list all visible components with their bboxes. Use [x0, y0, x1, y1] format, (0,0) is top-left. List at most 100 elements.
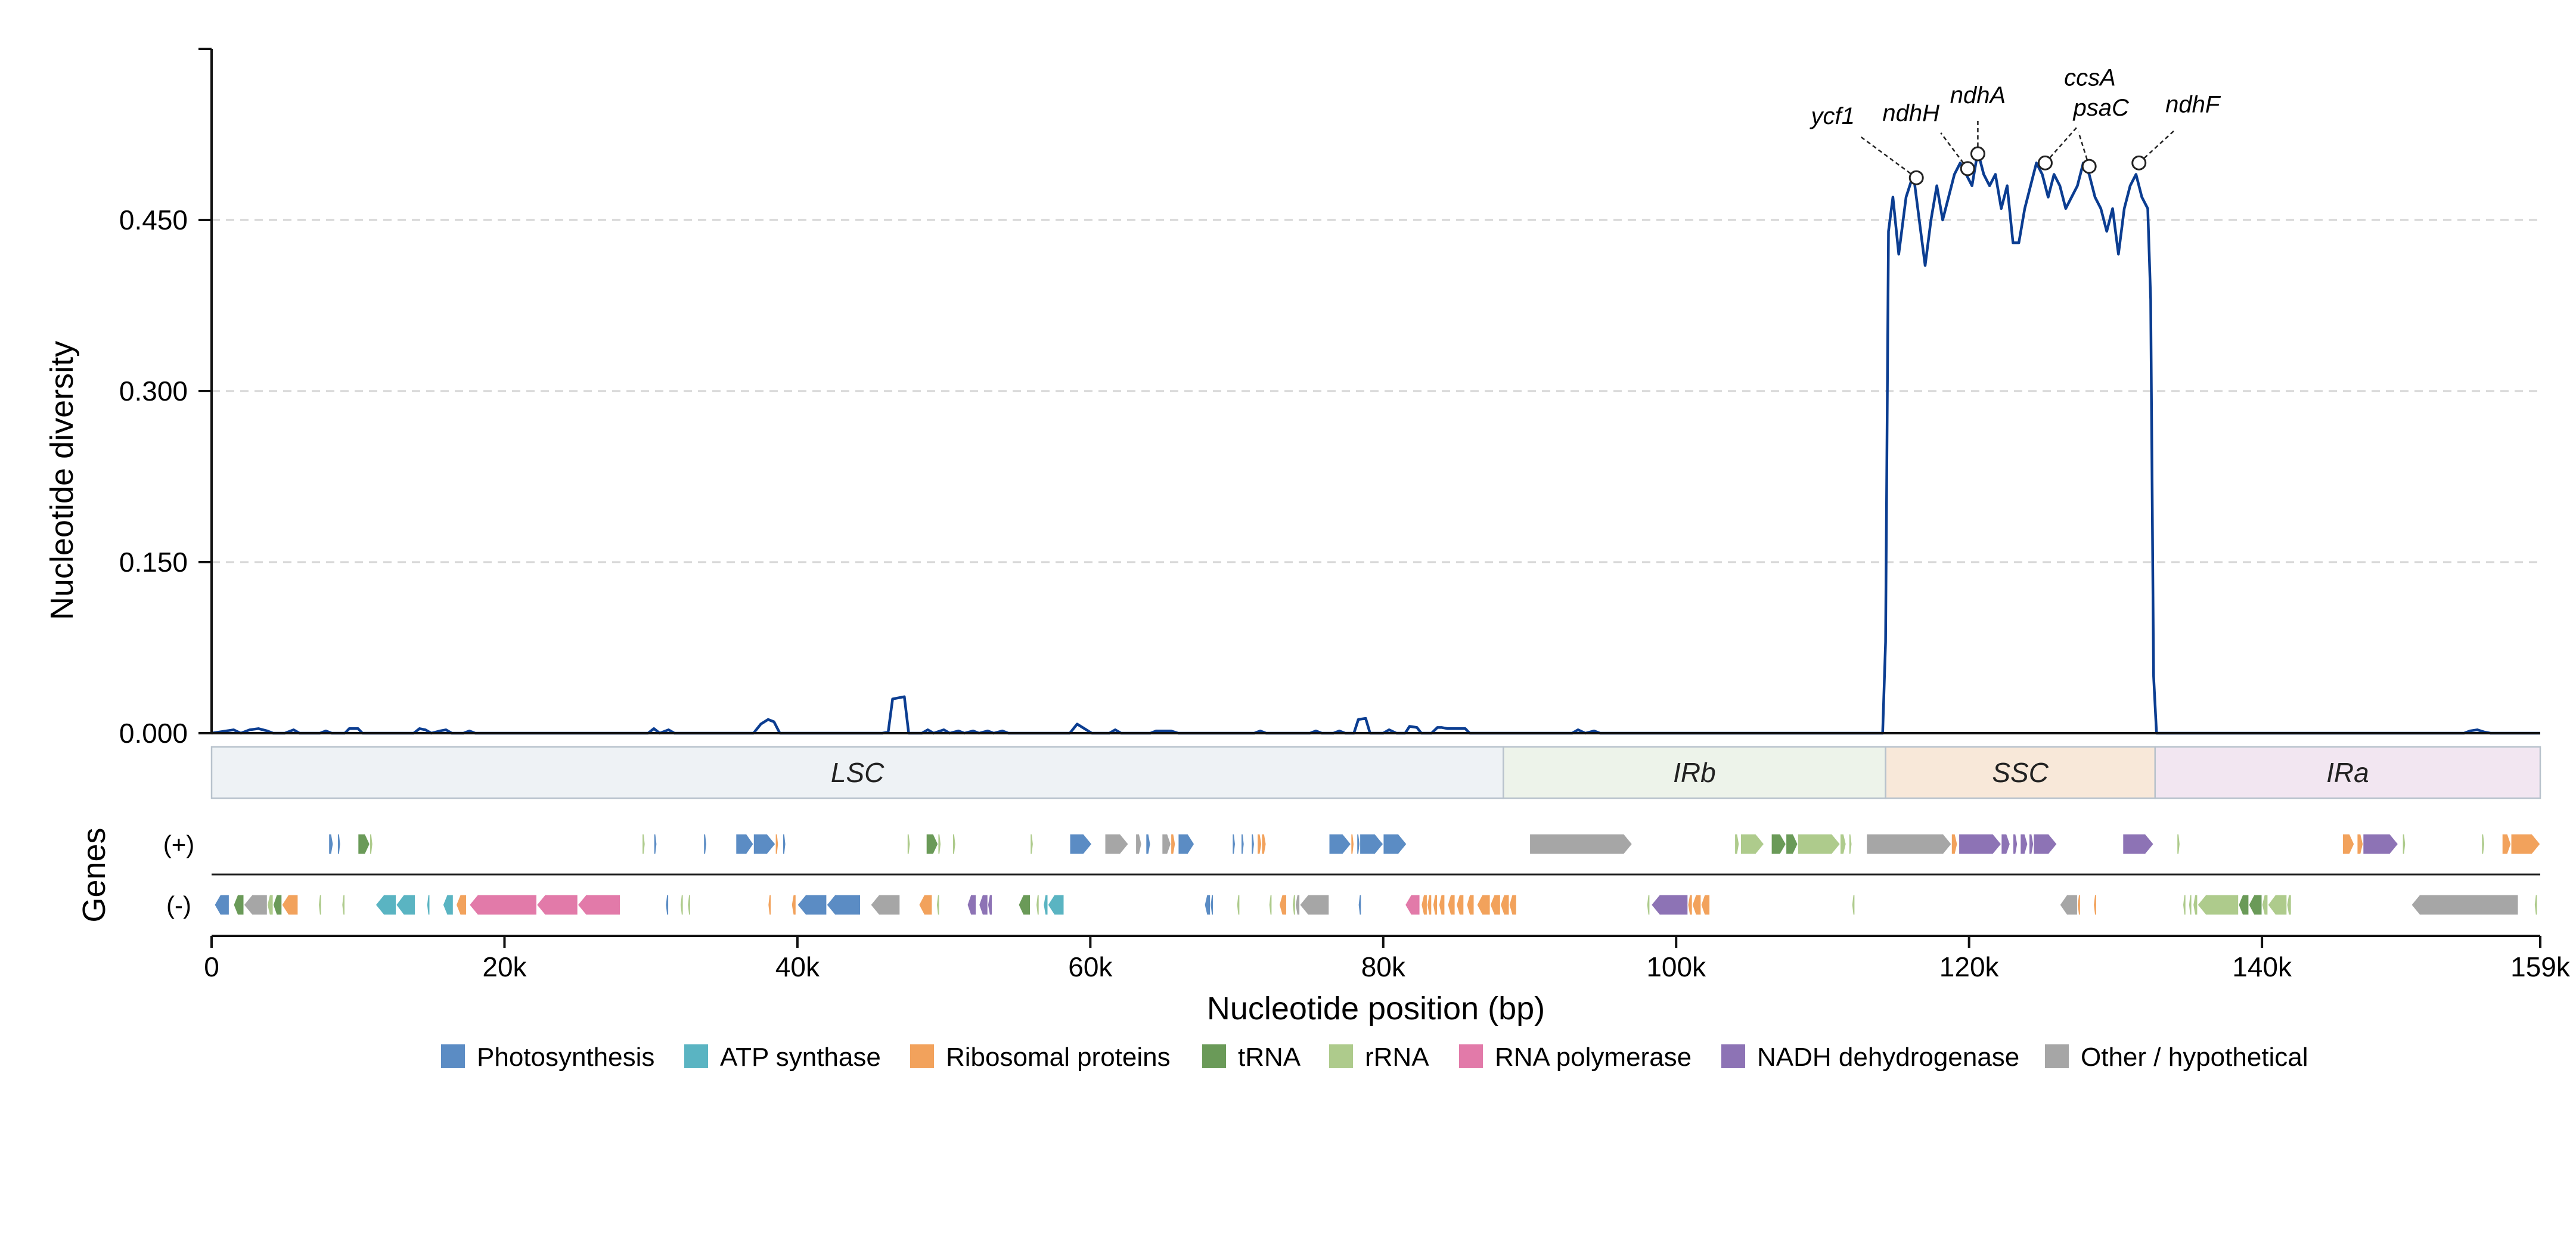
gene-block — [455, 894, 467, 916]
y-tick-label: 0.150 — [119, 547, 188, 578]
gene-block — [2012, 833, 2018, 855]
gene-block — [1146, 833, 1151, 855]
gene-block — [577, 894, 621, 916]
y-tick-label: 0.000 — [119, 718, 188, 749]
gene-block — [1299, 894, 1330, 916]
gene-block — [1958, 833, 2002, 855]
axes: 0.000 0.150 0.300 0.450 Nucleotide diversity… — [44, 48, 2571, 1026]
region-rect — [2154, 746, 2541, 799]
legend-swatch — [910, 1044, 934, 1068]
gene-block — [926, 833, 939, 855]
legend-swatch — [684, 1044, 708, 1068]
gene-block — [1785, 833, 1798, 855]
gene-block — [2481, 833, 2485, 855]
gene-block — [1432, 894, 1438, 916]
gene-block — [1268, 894, 1273, 916]
region-rect — [210, 746, 1504, 799]
gene-block — [1650, 894, 1689, 916]
gene-block — [1383, 833, 1407, 855]
gene-block — [1210, 894, 1214, 916]
peak-leader-line — [2138, 129, 2175, 164]
region-rect — [1885, 746, 2156, 799]
legend-label: RNA polymerase — [1495, 1043, 1692, 1072]
x-tick-label: 60k — [1068, 951, 1113, 982]
gene-block — [1489, 894, 1501, 916]
gene-block — [978, 894, 988, 916]
gene-block — [375, 894, 397, 916]
gene-block — [2197, 894, 2239, 916]
gene-block — [1466, 894, 1475, 916]
gene-block — [826, 894, 861, 916]
gene-block — [2182, 894, 2186, 916]
gene-block — [1170, 833, 1176, 855]
gene-block — [687, 894, 691, 916]
gene-block — [782, 833, 786, 855]
gene-block — [1261, 833, 1267, 855]
peak-marker — [1970, 146, 1985, 162]
gene-block — [266, 894, 274, 916]
gene-block — [2402, 833, 2406, 855]
gene-block — [2286, 894, 2292, 916]
gene-block — [2238, 894, 2249, 916]
legend-swatch — [1459, 1044, 1483, 1068]
peak-leader-line — [1859, 135, 1917, 179]
gene-block — [2001, 833, 2011, 855]
gene-block — [1700, 894, 1711, 916]
gene-block — [918, 894, 933, 916]
region-label: IRa — [2326, 757, 2369, 788]
gene-block — [938, 833, 942, 855]
gene-block — [735, 833, 754, 855]
peak-label: ndhH — [1882, 100, 1939, 126]
gene-block — [665, 894, 669, 916]
legend-swatch — [1329, 1044, 1353, 1068]
gene-block — [1421, 894, 1428, 916]
gene-block — [1204, 894, 1211, 916]
gene-block — [1236, 894, 1240, 916]
gene-block — [967, 894, 977, 916]
gene-block — [2357, 833, 2364, 855]
gene-block — [1256, 833, 1262, 855]
gene-block — [987, 894, 993, 916]
genes-axis-title: Genes — [76, 827, 112, 922]
diversity-series — [211, 150, 2540, 735]
y-tick-label: 0.300 — [119, 376, 188, 407]
legend-label: Ribosomal proteins — [946, 1043, 1171, 1072]
gene-block — [2411, 894, 2519, 916]
gene-block — [426, 894, 430, 916]
x-tick-label: 0 — [204, 951, 219, 982]
strand-label-minus: (-) — [166, 891, 191, 919]
legend-label: NADH dehydrogenase — [1757, 1043, 2019, 1072]
gene-block — [1771, 833, 1787, 855]
gene-block — [536, 894, 578, 916]
gene-block — [1529, 833, 1633, 855]
legend-swatch — [441, 1044, 465, 1068]
gene-block — [1866, 833, 1952, 855]
gene-block — [2248, 894, 2262, 916]
gene-block — [753, 833, 776, 855]
gene-block — [1426, 894, 1432, 916]
gene-block — [1359, 833, 1384, 855]
gene-block — [2177, 833, 2181, 855]
legend-label: Photosynthesis — [477, 1043, 654, 1072]
gene-block — [1069, 833, 1093, 855]
gene-block — [1848, 833, 1852, 855]
peak-label: ndhF — [2165, 91, 2221, 117]
peak-marker — [1908, 170, 1924, 185]
gene-block — [797, 894, 827, 916]
gene-block — [328, 833, 334, 855]
y-tick-label: 0.450 — [119, 204, 188, 235]
legend-label: tRNA — [1238, 1043, 1301, 1072]
gene-block — [1278, 894, 1287, 916]
grid-lines — [212, 219, 2540, 563]
gene-block — [1951, 833, 1958, 855]
gene-block — [1329, 833, 1352, 855]
legend-label: rRNA — [1365, 1043, 1429, 1072]
gene-block — [1358, 894, 1362, 916]
gene-block — [1404, 894, 1420, 916]
region-label: IRb — [1673, 757, 1716, 788]
peak-leader-line — [2044, 125, 2079, 164]
x-tick-label: 140k — [2232, 951, 2292, 982]
gene-block — [1351, 833, 1355, 855]
legend-label: ATP synthase — [720, 1043, 881, 1072]
legend: Photosynthesis ATP synthase Ribosomal prot… — [441, 1043, 2308, 1072]
